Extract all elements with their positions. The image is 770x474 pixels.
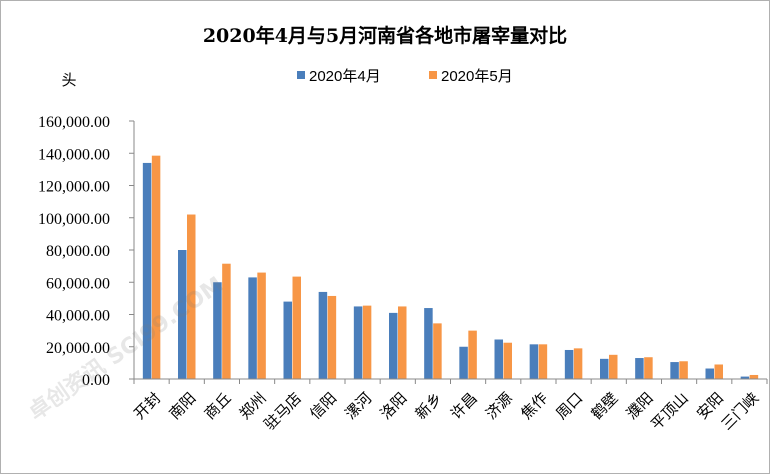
bar: [459, 346, 468, 379]
y-tick-label: 100,000.00: [38, 211, 110, 228]
legend-swatch: [297, 71, 305, 79]
bar: [283, 301, 292, 379]
x-tick-label: 三门峡: [718, 389, 763, 434]
y-axis: 160,000.00 140,000.00 120,000.00 100,000.00…: [38, 114, 135, 389]
bar: [609, 354, 618, 379]
bar: [740, 376, 750, 379]
y-tick-label: 40,000.00: [46, 308, 110, 325]
chart-title: 2020年4月与5月河南省各地市屠宰量对比: [203, 24, 567, 47]
bar: [670, 362, 679, 379]
bar: [151, 155, 161, 379]
y-axis-unit: 头: [61, 71, 76, 89]
legend-label: 2020年4月: [309, 68, 381, 85]
bar: [248, 277, 257, 379]
x-tick-label: 平顶山: [647, 389, 692, 434]
bar: [178, 250, 187, 379]
bar: [644, 357, 653, 379]
bar: [679, 361, 688, 379]
x-tick-label: 信阳: [306, 389, 340, 423]
bar: [564, 349, 574, 379]
y-tick-label: 80,000.00: [46, 243, 110, 260]
x-tick-label: 洛阳: [377, 389, 411, 423]
bar: [257, 272, 266, 379]
y-tick-label: 120,000.00: [38, 179, 110, 196]
y-tick-label: 0.00: [82, 372, 110, 389]
x-tick-label: 驻马店: [260, 389, 305, 434]
bar: [389, 312, 398, 379]
bar: [362, 305, 372, 379]
legend-swatch: [429, 71, 437, 79]
x-tick-label: 许昌: [447, 389, 481, 423]
x-tick-label: 南阳: [166, 389, 200, 423]
bar: [714, 364, 723, 379]
y-tick-label: 140,000.00: [38, 146, 110, 163]
bar: [538, 344, 548, 379]
bar: [222, 263, 231, 379]
x-tick-label: 济源: [482, 389, 516, 423]
bar: [424, 308, 433, 379]
x-tick-label: 鹤壁: [588, 389, 622, 423]
x-tick-label: 新乡: [412, 389, 446, 423]
bar: [353, 306, 363, 379]
legend-label: 2020年5月: [441, 68, 513, 85]
bar: [573, 348, 583, 379]
x-tick-label: 漯河: [341, 389, 375, 423]
bar: [187, 214, 196, 379]
x-tick-label: 焦作: [517, 389, 551, 423]
legend: 2020年4月 2020年5月: [297, 68, 513, 85]
bar: [705, 368, 714, 379]
y-tick-label: 20,000.00: [46, 340, 110, 357]
x-tick-label: 周口: [552, 389, 586, 423]
bar: [600, 358, 609, 379]
bar: [318, 291, 328, 379]
y-tick-label: 160,000.00: [38, 114, 110, 131]
y-tick-label: 60,000.00: [46, 275, 110, 292]
bar: [468, 330, 477, 379]
bar: [494, 339, 503, 379]
bar: [503, 342, 512, 379]
x-tick-label: 商丘: [201, 389, 235, 423]
bars: [142, 155, 759, 379]
bar: [292, 276, 301, 379]
bar: [327, 295, 337, 379]
bar: [398, 306, 407, 379]
bar: [635, 358, 644, 379]
bar: [529, 344, 539, 379]
bar: [213, 282, 222, 379]
bar: [433, 323, 442, 379]
x-tick-label: 开封: [130, 389, 164, 423]
bar: [749, 374, 759, 379]
bar: [142, 162, 152, 379]
